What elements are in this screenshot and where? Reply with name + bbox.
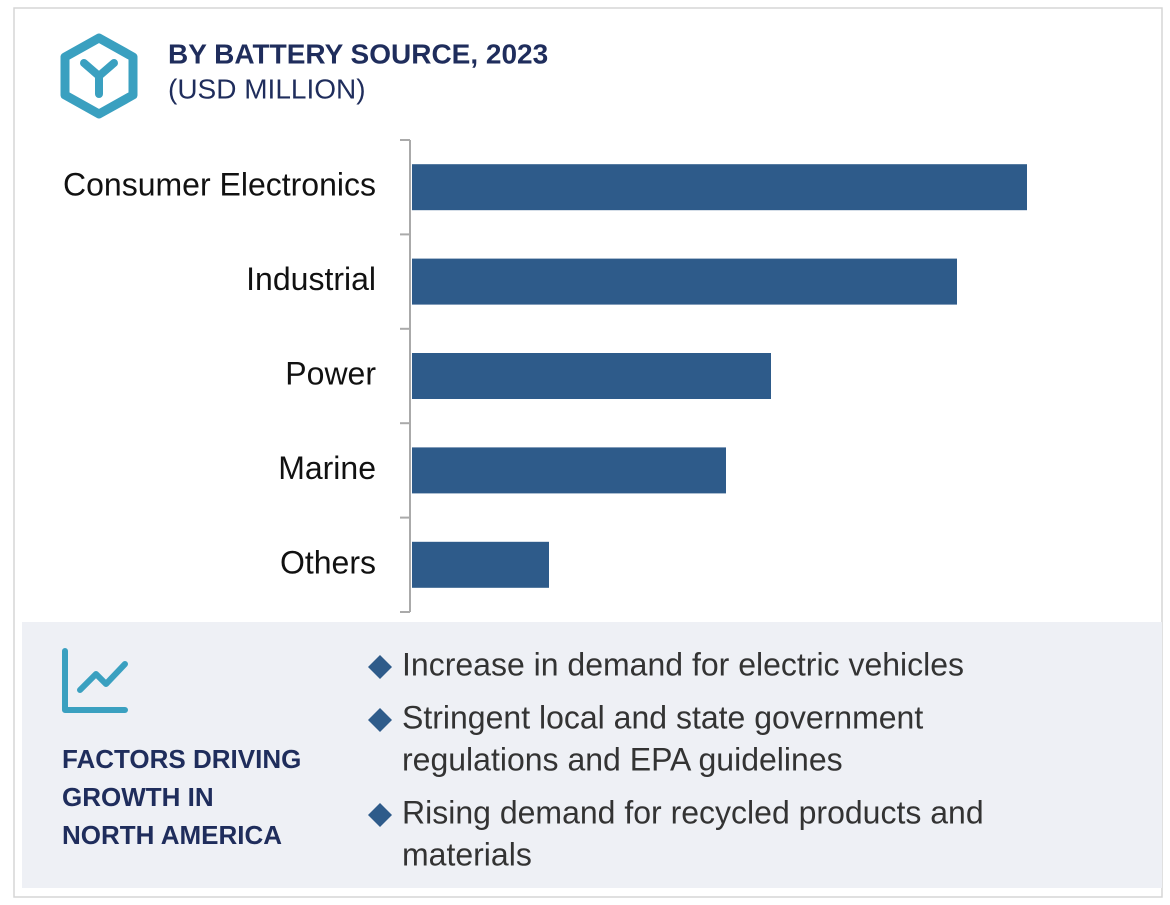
factors-heading: NORTH AMERICA <box>62 820 282 850</box>
factors-heading: GROWTH IN <box>62 782 214 812</box>
factor-item: Increase in demand for electric vehicles <box>402 646 964 682</box>
chart-title: BY BATTERY SOURCE, 2023 <box>168 38 548 69</box>
bar <box>412 447 726 494</box>
category-label: Consumer Electronics <box>63 167 376 203</box>
factor-item: Stringent local and state government <box>402 699 923 735</box>
factors-heading: FACTORS DRIVING <box>62 744 301 774</box>
factor-item: regulations and EPA guidelines <box>402 741 843 777</box>
factors-panel <box>22 622 1162 888</box>
factor-item: materials <box>402 836 532 872</box>
chart-subtitle: (USD MILLION) <box>168 73 366 104</box>
category-label: Industrial <box>246 261 376 297</box>
factor-item: Rising demand for recycled products and <box>402 794 984 830</box>
category-label: Others <box>280 544 376 580</box>
bullet <box>368 803 392 827</box>
bar <box>412 541 549 588</box>
category-label: Power <box>285 355 376 391</box>
header-icon <box>60 33 138 119</box>
bullet <box>368 655 392 679</box>
bar <box>412 353 771 399</box>
bar <box>412 164 1027 211</box>
bar <box>412 258 957 305</box>
category-label: Marine <box>278 450 376 486</box>
growth-icon <box>62 648 128 713</box>
bullet <box>368 708 392 732</box>
